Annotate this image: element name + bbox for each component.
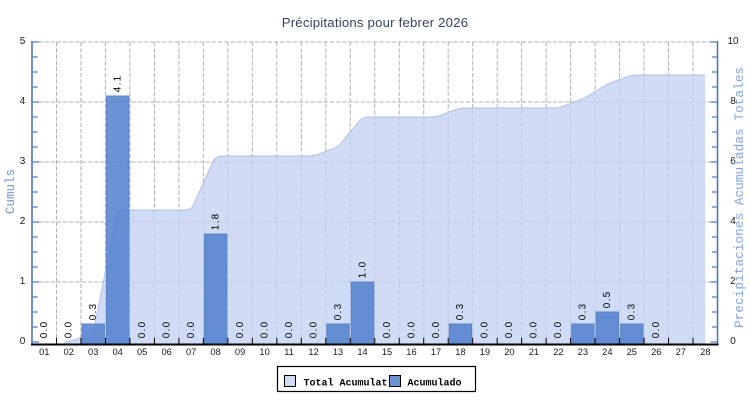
svg-text:21: 21 — [529, 347, 539, 357]
svg-text:26: 26 — [651, 347, 661, 357]
svg-text:0.0: 0.0 — [161, 321, 172, 339]
svg-text:0.0: 0.0 — [529, 321, 540, 339]
svg-text:22: 22 — [553, 347, 563, 357]
svg-text:1.0: 1.0 — [357, 261, 368, 279]
svg-text:0.0: 0.0 — [235, 321, 246, 339]
svg-text:8: 8 — [730, 96, 736, 107]
svg-text:15: 15 — [382, 347, 392, 357]
svg-text:06: 06 — [161, 347, 171, 357]
svg-text:09: 09 — [235, 347, 245, 357]
svg-text:0.0: 0.0 — [137, 321, 148, 339]
svg-text:0: 0 — [20, 336, 26, 347]
svg-text:Total Acumulat: Total Acumulat — [304, 378, 388, 390]
svg-text:0.0: 0.0 — [382, 321, 393, 339]
svg-text:Precipitaciones Acumuladas Tot: Precipitaciones Acumuladas Totales — [732, 67, 747, 328]
svg-text:14: 14 — [357, 347, 367, 357]
svg-text:Acumulado: Acumulado — [408, 378, 462, 390]
svg-text:0.3: 0.3 — [627, 303, 638, 321]
svg-text:0.0: 0.0 — [284, 321, 295, 339]
svg-text:05: 05 — [137, 347, 147, 357]
svg-text:1: 1 — [20, 276, 26, 287]
svg-text:03: 03 — [88, 347, 98, 357]
svg-text:4: 4 — [730, 216, 736, 227]
svg-text:16: 16 — [406, 347, 416, 357]
svg-text:Cumuls: Cumuls — [4, 169, 18, 214]
svg-text:0.0: 0.0 — [480, 321, 491, 339]
svg-text:08: 08 — [210, 347, 220, 357]
svg-text:0.3: 0.3 — [333, 303, 344, 321]
svg-text:2: 2 — [730, 276, 736, 287]
svg-text:0.0: 0.0 — [504, 321, 515, 339]
svg-text:25: 25 — [627, 347, 637, 357]
svg-text:0.0: 0.0 — [259, 321, 270, 339]
svg-text:11: 11 — [284, 347, 294, 357]
svg-text:0.0: 0.0 — [64, 321, 75, 339]
svg-text:0.3: 0.3 — [578, 303, 589, 321]
svg-text:0.3: 0.3 — [455, 303, 466, 321]
svg-text:12: 12 — [308, 347, 318, 357]
svg-text:3: 3 — [20, 156, 26, 167]
svg-text:0: 0 — [730, 336, 736, 347]
svg-text:4: 4 — [20, 96, 26, 107]
svg-text:10: 10 — [259, 347, 269, 357]
svg-text:02: 02 — [64, 347, 74, 357]
svg-text:07: 07 — [186, 347, 196, 357]
svg-text:04: 04 — [113, 347, 123, 357]
svg-text:0.0: 0.0 — [431, 321, 442, 339]
svg-text:0.0: 0.0 — [39, 321, 50, 339]
svg-text:20: 20 — [504, 347, 514, 357]
svg-text:23: 23 — [578, 347, 588, 357]
svg-text:0.0: 0.0 — [186, 321, 197, 339]
svg-text:19: 19 — [480, 347, 490, 357]
svg-text:0.0: 0.0 — [308, 321, 319, 339]
svg-text:27: 27 — [676, 347, 686, 357]
svg-text:0.5: 0.5 — [602, 291, 613, 309]
svg-text:18: 18 — [455, 347, 465, 357]
svg-text:17: 17 — [431, 347, 441, 357]
svg-text:28: 28 — [700, 347, 710, 357]
svg-text:4.1: 4.1 — [112, 75, 123, 93]
svg-text:0.3: 0.3 — [88, 303, 99, 321]
svg-text:0.0: 0.0 — [406, 321, 417, 339]
svg-text:13: 13 — [333, 347, 343, 357]
svg-text:0.0: 0.0 — [651, 321, 662, 339]
svg-text:Précipitations pour febrer 202: Précipitations pour febrer 2026 — [282, 15, 469, 30]
svg-text:10: 10 — [727, 36, 739, 47]
svg-text:6: 6 — [730, 156, 736, 167]
svg-text:2: 2 — [20, 216, 26, 227]
svg-text:5: 5 — [20, 36, 26, 47]
svg-text:0.0: 0.0 — [553, 321, 564, 339]
svg-text:24: 24 — [602, 347, 612, 357]
svg-text:01: 01 — [39, 347, 49, 357]
svg-text:1.8: 1.8 — [210, 213, 221, 231]
